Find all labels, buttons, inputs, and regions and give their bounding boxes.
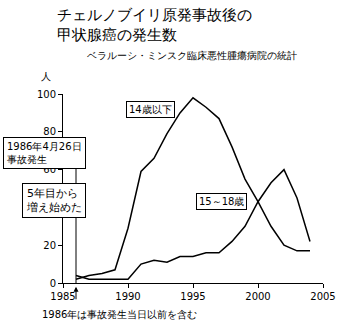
svg-text:14歳以下: 14歳以下 bbox=[129, 104, 172, 115]
svg-text:1995: 1995 bbox=[180, 291, 205, 302]
svg-text:1985: 1985 bbox=[50, 291, 75, 302]
svg-text:15～18歳: 15～18歳 bbox=[199, 196, 244, 207]
svg-text:2000: 2000 bbox=[245, 291, 270, 302]
svg-text:60: 60 bbox=[43, 164, 56, 175]
svg-text:0: 0 bbox=[50, 278, 56, 289]
svg-text:2005: 2005 bbox=[310, 291, 335, 302]
svg-text:チェルノブイリ原発事故後の甲状腺癌の発生数: チェルノブイリ原発事故後の甲状腺癌の発生数 bbox=[57, 6, 252, 44]
svg-text:100: 100 bbox=[37, 89, 56, 100]
svg-text:80: 80 bbox=[43, 126, 56, 137]
svg-text:20: 20 bbox=[43, 240, 56, 251]
svg-text:1986年4月26日事故発生: 1986年4月26日事故発生 bbox=[7, 141, 82, 165]
svg-text:40: 40 bbox=[43, 202, 56, 213]
svg-text:1986年は事故発生当日以前を含む: 1986年は事故発生当日以前を含む bbox=[42, 309, 197, 320]
svg-text:ベラルーシ・ミンスク臨床悪性腫瘍病院の統計: ベラルーシ・ミンスク臨床悪性腫瘍病院の統計 bbox=[87, 50, 297, 61]
svg-text:1990: 1990 bbox=[115, 291, 140, 302]
svg-text:5年目から増え始めた: 5年目から増え始めた bbox=[26, 187, 82, 214]
svg-text:人: 人 bbox=[41, 71, 51, 82]
